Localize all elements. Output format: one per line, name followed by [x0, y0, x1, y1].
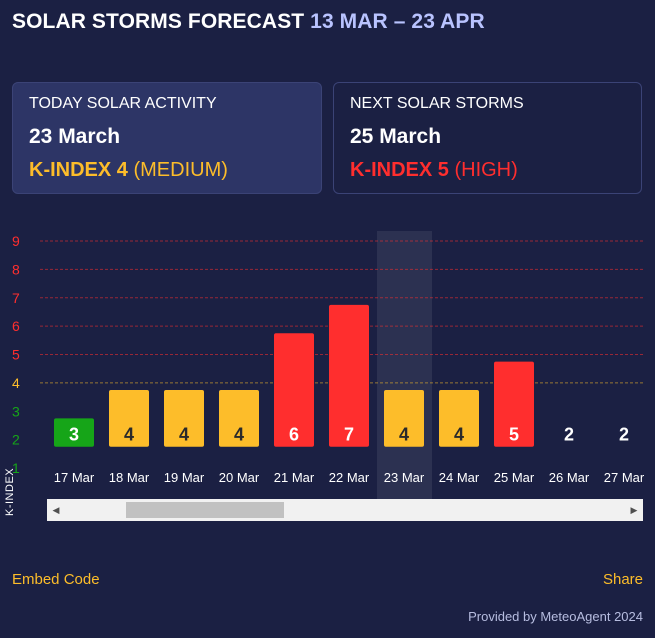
x-tick-label-23-mar: 23 Mar	[384, 470, 425, 485]
bar-value-label-19-mar: 4	[179, 425, 189, 445]
next-kindex-value: K-INDEX 5	[350, 159, 449, 181]
share-link[interactable]: Share	[602, 571, 643, 588]
chart-horizontal-scrollbar[interactable]: ◀ ▶	[47, 499, 643, 521]
y-tick-label-3: 3	[12, 403, 20, 419]
x-tick-label-27-mar: 27 Mar	[604, 470, 645, 485]
next-card-date: 25 March	[350, 125, 442, 148]
today-card-date: 23 March	[29, 125, 121, 148]
y-axis-label: K-INDEX	[4, 467, 16, 516]
x-tick-label-19-mar: 19 Mar	[164, 470, 205, 485]
y-tick-label-1: 1	[12, 460, 20, 476]
scrollbar-thumb[interactable]	[126, 502, 284, 518]
bar-23-mar	[384, 389, 424, 447]
x-tick-label-26-mar: 26 Mar	[549, 470, 590, 485]
y-tick-label-7: 7	[12, 290, 20, 306]
scroll-right-arrow-icon[interactable]: ▶	[630, 505, 638, 515]
bar-value-label-21-mar: 6	[289, 425, 299, 445]
x-tick-label-25-mar: 25 Mar	[494, 470, 535, 485]
bar-21-mar	[274, 333, 314, 447]
bar-22-mar	[329, 304, 369, 447]
today-kindex-value: K-INDEX 4	[29, 159, 128, 181]
x-tick-label-18-mar: 18 Mar	[109, 470, 150, 485]
bar-value-label-22-mar: 7	[344, 425, 354, 445]
bar-18-mar	[109, 389, 149, 447]
y-tick-label-2: 2	[12, 432, 20, 448]
kindex-bar-chart: 1 2 3 4 5 6 7 8 9 3 17 Mar 4 18 Mar 4 19 Mar 4 20 Mar 6 21…	[12, 231, 645, 499]
title-date-range: 13 MAR – 23 APR	[310, 10, 485, 33]
next-card-label: NEXT SOLAR STORMS	[350, 95, 524, 112]
x-tick-label-22-mar: 22 Mar	[329, 470, 370, 485]
bar-value-label-24-mar: 4	[454, 425, 464, 445]
bar-19-mar	[164, 389, 204, 447]
x-tick-label-21-mar: 21 Mar	[274, 470, 315, 485]
next-card-kindex: K-INDEX 5 (HIGH)	[350, 159, 625, 182]
page-title: SOLAR STORMS FORECAST 13 MAR – 23 APR	[12, 10, 485, 34]
bar-value-label-25-mar: 5	[509, 425, 519, 445]
highlight-band-today	[377, 231, 432, 499]
next-storms-card: NEXT SOLAR STORMS 25 March K-INDEX 5 (HI…	[333, 82, 642, 194]
bar-17-mar	[54, 418, 94, 447]
bar-value-label-27-mar: 2	[619, 425, 629, 445]
embed-code-link[interactable]: Embed Code	[12, 571, 100, 588]
bar-24-mar	[439, 389, 479, 447]
scroll-left-arrow-icon[interactable]: ◀	[52, 505, 60, 515]
today-activity-card: TODAY SOLAR ACTIVITY 23 March K-INDEX 4 …	[12, 82, 322, 194]
x-tick-label-24-mar: 24 Mar	[439, 470, 480, 485]
title-main: SOLAR STORMS FORECAST	[12, 10, 305, 33]
bar-value-label-26-mar: 2	[564, 425, 574, 445]
y-tick-label-8: 8	[12, 261, 20, 277]
bar-value-label-23-mar: 4	[399, 425, 409, 445]
bar-value-label-17-mar: 3	[69, 425, 79, 445]
bar-25-mar	[494, 361, 534, 447]
y-tick-label-6: 6	[12, 318, 20, 334]
x-tick-label-17-mar: 17 Mar	[54, 470, 95, 485]
y-tick-label-4: 4	[12, 375, 20, 391]
today-card-kindex: K-INDEX 4 (MEDIUM)	[29, 159, 305, 182]
provider-credit: Provided by MeteoAgent 2024	[468, 609, 643, 624]
bar-20-mar	[219, 389, 259, 447]
bar-value-label-18-mar: 4	[124, 425, 134, 445]
bar-value-label-20-mar: 4	[234, 425, 244, 445]
y-tick-label-5: 5	[12, 347, 20, 363]
today-card-label: TODAY SOLAR ACTIVITY	[29, 95, 217, 112]
today-kindex-level: (MEDIUM)	[133, 159, 228, 181]
x-tick-label-20-mar: 20 Mar	[219, 470, 260, 485]
y-tick-label-9: 9	[12, 233, 20, 249]
next-kindex-level: (HIGH)	[454, 159, 518, 181]
